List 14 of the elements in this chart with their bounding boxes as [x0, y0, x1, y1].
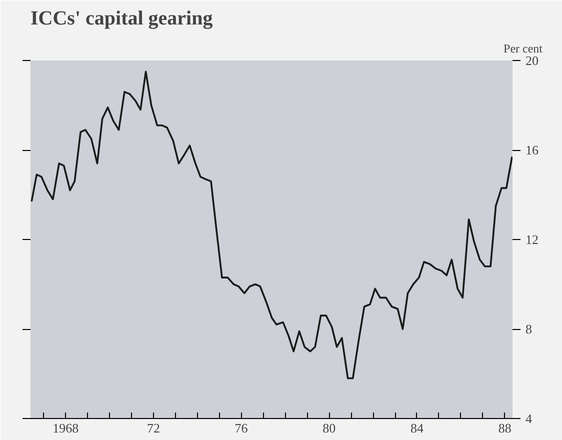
y-axis-title: Per cent [504, 42, 544, 56]
y-tick-label: 12 [526, 232, 538, 247]
x-tick-label: 1968 [52, 420, 79, 436]
y-tick-label: 8 [526, 322, 532, 336]
y-tick-label: 16 [526, 142, 539, 158]
x-tick-label: 88 [498, 420, 512, 436]
y-tick-label: 20 [526, 53, 538, 68]
x-tick-label: 84 [410, 420, 424, 436]
x-tick-label: 76 [234, 420, 248, 436]
chart-title: ICCs' capital gearing [30, 8, 213, 30]
x-tick-label: 72 [146, 420, 160, 436]
x-tick-label: 80 [322, 420, 336, 436]
line-series [30, 70, 512, 380]
y-tick-label: 4 [526, 411, 532, 426]
